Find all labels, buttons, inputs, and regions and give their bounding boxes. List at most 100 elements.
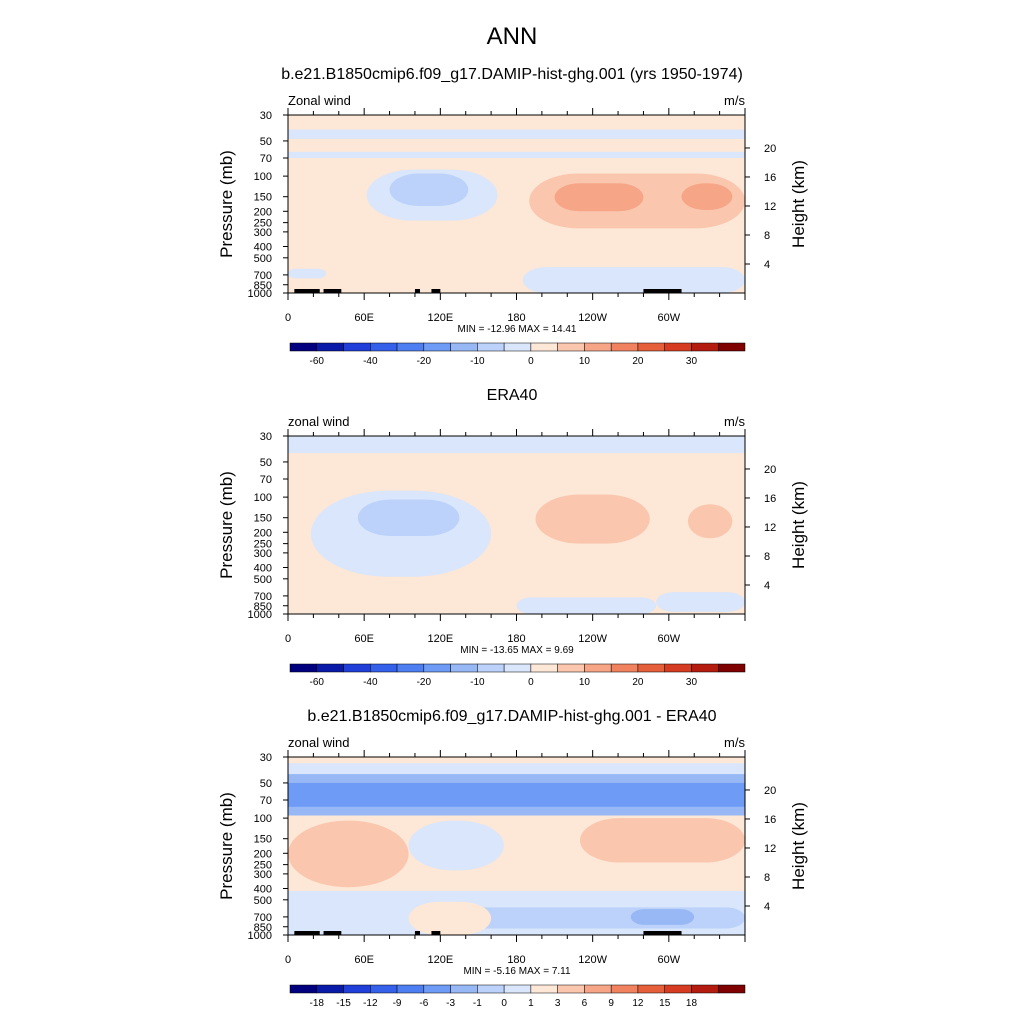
height-tick-label: 8: [764, 230, 770, 242]
y-tick-label: 100: [254, 492, 272, 504]
colorbar-swatch: [477, 342, 505, 352]
colorbar-label: -1: [473, 998, 482, 1009]
colorbar-label: 30: [686, 677, 698, 688]
colorbar-swatch: [370, 663, 398, 673]
x-tick-label: 0: [285, 312, 291, 324]
y-tick-label: 850: [254, 922, 272, 934]
colorbar-swatch: [584, 984, 612, 994]
y-tick-label: 100: [254, 171, 272, 183]
y-tick-label: 200: [254, 848, 272, 860]
y-tick-label: 850: [254, 601, 272, 613]
colorbar-label: -18: [310, 998, 325, 1009]
terrain-mask: [643, 289, 682, 293]
contour-band: [288, 436, 745, 454]
contour-band: [288, 757, 745, 764]
colorbar-swatch: [610, 342, 639, 352]
height-tick-label: 12: [764, 522, 776, 534]
y-tick-label: 30: [260, 431, 272, 443]
y-tick-label: 150: [254, 513, 272, 525]
colorbar-swatch: [717, 984, 746, 994]
units-label: m/s: [724, 414, 745, 429]
y-tick-label: 30: [260, 110, 272, 122]
colorbar-swatch: [289, 663, 318, 673]
colorbar-label: -20: [417, 356, 432, 367]
contour-band: [288, 151, 745, 159]
colorbar-swatch: [396, 984, 425, 994]
colorbar-swatch: [717, 342, 746, 352]
x-tick-label: 60E: [354, 954, 374, 966]
colorbar-swatch: [691, 984, 719, 994]
height-tick-label: 16: [764, 814, 776, 826]
contour-region: [630, 909, 695, 925]
colorbar-swatch: [289, 984, 318, 994]
colorbar-swatch: [557, 342, 585, 352]
colorbar-swatch: [664, 663, 692, 673]
colorbar-swatch: [423, 663, 451, 673]
contour-region: [288, 820, 409, 888]
contour-region: [579, 818, 745, 863]
y-tick-label: 150: [254, 834, 272, 846]
y-tick-label: 850: [254, 280, 272, 292]
y-tick-label: 700: [254, 270, 272, 282]
units-label: m/s: [724, 93, 745, 108]
contour-region: [326, 586, 454, 614]
colorbar-label: 18: [686, 998, 698, 1009]
colorbar-label: 12: [632, 998, 644, 1009]
colorbar-swatch: [610, 663, 639, 673]
contour-field: [288, 436, 745, 614]
x-tick-label: 120W: [578, 312, 607, 324]
contour-field: [288, 757, 745, 935]
y-tick-label: 70: [260, 795, 272, 807]
colorbar-label: -9: [393, 998, 402, 1009]
colorbar-swatch: [691, 663, 719, 673]
y-tick-label: 700: [254, 591, 272, 603]
contour-region: [329, 204, 367, 237]
x-tick-label: 120W: [578, 954, 607, 966]
colorbar-swatch: [370, 984, 398, 994]
x-tick-label: 180: [507, 633, 525, 645]
colorbar-label: 6: [582, 998, 588, 1009]
y-tick-label: 70: [260, 474, 272, 486]
contour-band: [288, 763, 745, 775]
y-tick-label: 1000: [248, 609, 272, 621]
colorbar-label: -10: [470, 356, 485, 367]
contour-region: [453, 907, 745, 929]
stats-label: MIN = -5.16 MAX = 7.11: [463, 966, 571, 977]
colorbar-label: -3: [446, 998, 455, 1009]
colorbar-swatch: [584, 663, 612, 673]
height-tick-label: 8: [764, 872, 770, 884]
contour-region: [516, 597, 657, 614]
contour-region: [687, 504, 733, 539]
x-tick-label: 120E: [427, 633, 453, 645]
colorbar-label: -40: [363, 677, 378, 688]
y-axis-title: Pressure (mb): [217, 471, 236, 579]
y-tick-label: 50: [260, 457, 272, 469]
terrain-mask: [431, 931, 441, 935]
colorbar-swatch: [343, 342, 371, 352]
colorbar-swatch: [557, 663, 585, 673]
panel-title: ERA40: [487, 387, 538, 404]
colorbar-label: 1: [528, 998, 534, 1009]
colorbar-label: 3: [555, 998, 561, 1009]
height-tick-label: 20: [764, 464, 776, 476]
terrain-mask: [414, 289, 421, 293]
colorbar-label: 30: [686, 356, 698, 367]
y-tick-label: 700: [254, 912, 272, 924]
terrain-mask: [643, 931, 682, 935]
contour-region: [522, 267, 745, 293]
y-tick-label: 150: [254, 192, 272, 204]
y-tick-label: 70: [260, 153, 272, 165]
colorbar-swatch: [316, 342, 344, 352]
height-tick-label: 16: [764, 493, 776, 505]
y-tick-label: 200: [254, 206, 272, 218]
y2-axis-title: Height (km): [789, 160, 808, 248]
contour-region: [554, 183, 644, 212]
colorbar-swatch: [637, 342, 665, 352]
contour-region: [389, 173, 469, 206]
y-tick-label: 300: [254, 869, 272, 881]
y-axis-title: Pressure (mb): [217, 792, 236, 900]
colorbar-swatch: [423, 984, 451, 994]
colorbar-swatch: [503, 342, 532, 352]
x-tick-label: 60E: [354, 312, 374, 324]
colorbar-label: -15: [336, 998, 351, 1009]
